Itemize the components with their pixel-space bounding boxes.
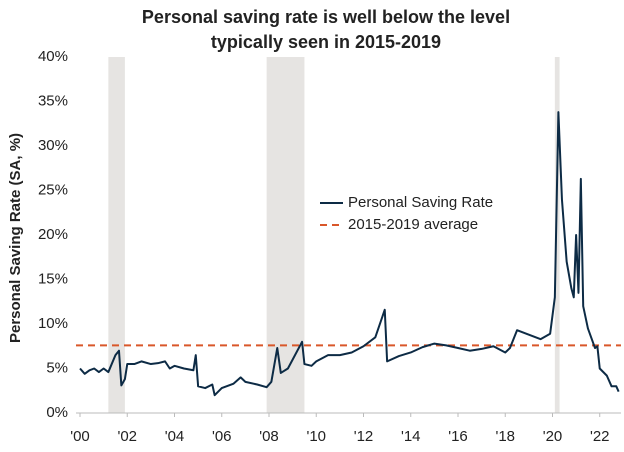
y-tick-label: 40% [38,48,68,65]
legend-label: 2015-2019 average [348,216,478,233]
y-tick-label: 25% [38,181,68,198]
y-tick-label: 20% [38,226,68,243]
x-tick-label: '02 [117,428,137,445]
y-tick-label: 35% [38,92,68,109]
recession-shade [554,57,560,413]
x-tick-label: '20 [543,428,563,445]
y-tick-label: 5% [46,359,68,376]
y-tick-label: 30% [38,137,68,154]
chart-title: Personal saving rate is well below the l… [142,7,510,27]
legend-label: Personal Saving Rate [348,194,493,211]
x-tick-label: '12 [354,428,374,445]
x-tick-label: '18 [495,428,515,445]
saving-rate-line [79,111,620,397]
x-tick-label: '16 [448,428,468,445]
x-tick-label: '06 [212,428,232,445]
y-axis-label: Personal Saving Rate (SA, %) [7,133,24,343]
x-tick-label: '14 [401,428,421,445]
x-tick-label: '22 [590,428,610,445]
x-tick-label: '08 [259,428,279,445]
x-tick-label: '00 [70,428,90,445]
chart-title: typically seen in 2015-2019 [211,32,441,52]
x-tick-label: '04 [165,428,185,445]
y-tick-label: 0% [46,404,68,421]
y-tick-label: 15% [38,270,68,287]
recession-shade [266,57,305,413]
recession-shade [108,57,125,413]
y-tick-label: 10% [38,315,68,332]
x-tick-label: '10 [306,428,326,445]
